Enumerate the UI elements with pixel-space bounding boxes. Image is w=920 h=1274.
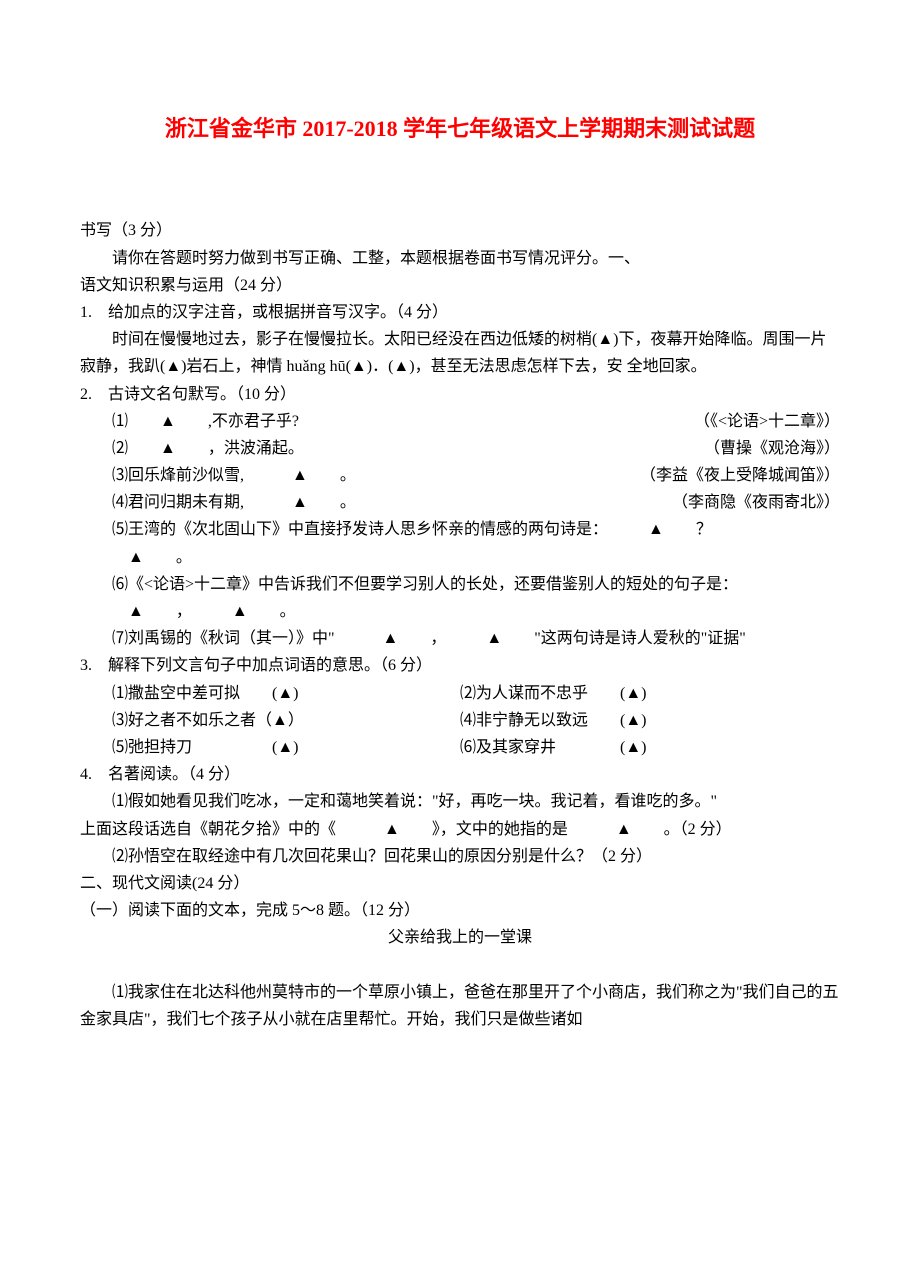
q1-body: 时间在慢慢地过去，影子在慢慢拉长。太阳已经没在西边低矮的树梢(▲)下，夜幕开始降… [80,326,840,380]
q2-i3-text: ⑶回乐烽前沙似雪, ▲ 。 [112,467,356,484]
question-1: 1. 给加点的汉字注音，或根据拼音写汉字。（4 分） 时间在慢慢地过去，影子在慢… [80,299,840,381]
section-1-head: 语文知识积累与运用（24 分） [80,272,840,299]
q2-item-6a: ⑹《<论语>十二章》中告诉我们不但要学习别人的长处，还要借鉴别人的短处的句子是： [80,571,840,598]
document-title: 浙江省金华市 2017-2018 学年七年级语文上学期期末测试试题 [80,110,840,147]
writing-instruction: 请你在答题时努力做到书写正确、工整，本题根据卷面书写情况评分。一、 [80,245,840,272]
q2-item-2: ⑵ ▲ ，洪波涌起。 （曹操《观沧海》） [80,435,840,462]
q2-i1-source: （《<论语>十二章》） [662,408,840,435]
q3-item-6: ⑹及其家穿井 (▲) [460,734,840,761]
q2-i2-text: ⑵ ▲ ，洪波涌起。 [112,440,304,457]
q4-item-1b: 上面这段话选自《朝花夕拾》中的《 ▲ 》，文中的她指的是 ▲ 。（2 分） [80,816,840,843]
q2-item-1: ⑴ ▲ ,不亦君子乎? （《<论语>十二章》） [80,408,840,435]
question-2: 2. 古诗文名句默写。（10 分） ⑴ ▲ ,不亦君子乎? （《<论语>十二章》… [80,381,840,653]
q2-head: 2. 古诗文名句默写。（10 分） [80,381,840,408]
q2-i2-source: （曹操《观沧海》） [672,435,840,462]
writing-score-line: 书写（3 分） [80,217,840,244]
section-2-sub: （一）阅读下面的文本，完成 5～8 题。（12 分） [80,897,840,924]
passage-p1: ⑴我家住在北达科他州莫特市的一个草原小镇上，爸爸在那里开了个小商店，我们称之为"… [80,979,840,1033]
q4-item-1: ⑴假如她看见我们吃冰，一定和蔼地笑着说："好，再吃一块。我记着，看谁吃的多。" [80,788,840,815]
question-3: 3. 解释下列文言句子中加点词语的意思。（6 分） ⑴撒盐空中差可拟 (▲) ⑵… [80,652,840,761]
q3-item-3: ⑶好之者不如乐之者（▲） [80,707,460,734]
intro-section: 书写（3 分） 请你在答题时努力做到书写正确、工整，本题根据卷面书写情况评分。一… [80,217,840,299]
passage-title: 父亲给我上的一堂课 [80,924,840,951]
section-2-head: 二、现代文阅读(24 分） [80,870,840,897]
q1-head: 1. 给加点的汉字注音，或根据拼音写汉字。（4 分） [80,299,840,326]
q2-item-4: ⑷君问归期未有期, ▲ 。 （李商隐《夜雨寄北》） [80,489,840,516]
q2-item-5a: ⑸王湾的《次北固山下》中直接抒发诗人思乡怀亲的情感的两句诗是： ▲ ？ [80,516,840,543]
section-2: 二、现代文阅读(24 分） （一）阅读下面的文本，完成 5～8 题。（12 分）… [80,870,840,1033]
q2-item-7: ⑺刘禹锡的《秋词（其一）》中" ▲ ， ▲ "这两句诗是诗人爱秋的"证据" [80,625,840,652]
q2-item-6b: ▲ ， ▲ 。 [80,598,840,625]
q2-i1-text: ⑴ ▲ ,不亦君子乎? [112,413,299,430]
q2-item-5b: ▲ 。 [80,544,840,571]
q3-item-1: ⑴撒盐空中差可拟 (▲) [80,680,460,707]
q2-i4-text: ⑷君问归期未有期, ▲ 。 [112,494,356,511]
q2-i3-source: （李益《夜上受降城闻笛》） [608,462,840,489]
q3-item-5: ⑸弛担持刀 (▲) [80,734,460,761]
q2-item-3: ⑶回乐烽前沙似雪, ▲ 。 （李益《夜上受降城闻笛》） [80,462,840,489]
q4-item-2: ⑵孙悟空在取经途中有几次回花果山？回花果山的原因分别是什么？（2 分） [80,843,840,870]
q3-item-2: ⑵为人谋而不忠乎 (▲) [460,680,840,707]
question-4: 4. 名著阅读。（4 分） ⑴假如她看见我们吃冰，一定和蔼地笑着说："好，再吃一… [80,761,840,870]
q3-head: 3. 解释下列文言句子中加点词语的意思。（6 分） [80,652,840,679]
q4-head: 4. 名著阅读。（4 分） [80,761,840,788]
q3-item-4: ⑷非宁静无以致远 (▲) [460,707,840,734]
q2-i4-source: （李商隐《夜雨寄北》） [640,489,840,516]
